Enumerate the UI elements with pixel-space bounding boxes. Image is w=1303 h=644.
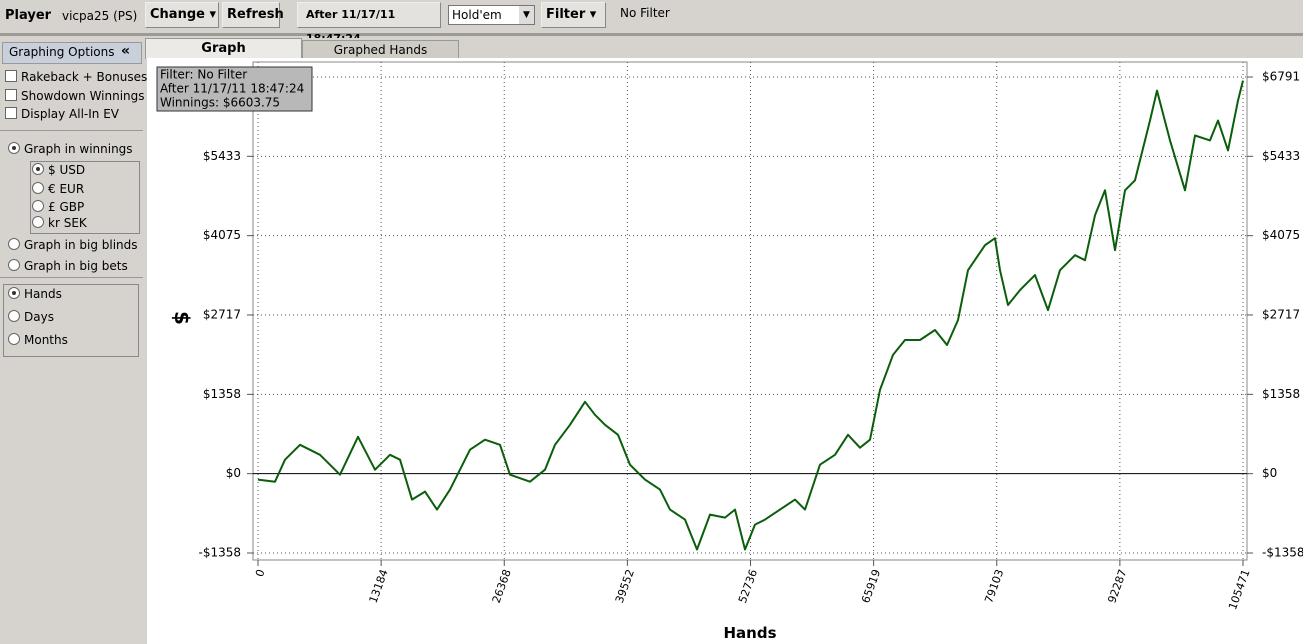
radio[interactable] (32, 200, 44, 212)
option-label: Hands (24, 287, 62, 301)
y-tick-label-right: $5433 (1262, 149, 1300, 163)
tab-graphed-hands[interactable]: Graphed Hands (302, 40, 459, 59)
currency-group (30, 161, 140, 234)
radio[interactable] (8, 142, 20, 154)
y-tick-label-right: $2717 (1262, 307, 1300, 321)
checkbox[interactable] (5, 89, 17, 101)
checkbox[interactable] (5, 107, 17, 119)
change-button[interactable]: Change ▾ (145, 2, 219, 28)
radio[interactable] (8, 238, 20, 250)
x-tick-label: 0 (253, 568, 268, 579)
y-tick-label: $1358 (203, 387, 241, 401)
sidebar-title: Graphing Options (9, 45, 115, 59)
period-radio[interactable]: Months (8, 333, 68, 347)
y-tick-label-right: $0 (1262, 466, 1277, 480)
y-tick-label: -$1358 (198, 546, 241, 560)
option-label: € EUR (48, 182, 85, 196)
y-tick-label: $2717 (203, 307, 241, 321)
period-group (3, 284, 139, 357)
currency-radio[interactable]: € EUR (32, 182, 84, 196)
info-filter: Filter: No Filter (160, 68, 247, 82)
filter-value: No Filter (620, 6, 670, 20)
radio[interactable] (32, 216, 44, 228)
option-label: kr SEK (48, 216, 87, 230)
option-label: Graph in big bets (24, 259, 128, 273)
unit-radio[interactable]: Graph in big bets (8, 259, 128, 273)
option-label: Graph in winnings (24, 142, 133, 156)
refresh-button[interactable]: Refresh (222, 2, 284, 28)
currency-radio[interactable]: kr SEK (32, 216, 87, 230)
separator (0, 130, 143, 131)
x-axis-title: Hands (723, 624, 776, 642)
game-select[interactable]: Hold'em ▼ (448, 5, 535, 25)
currency-radio[interactable]: £ GBP (32, 200, 84, 214)
option-checkbox[interactable]: Rakeback + Bonuses (5, 70, 147, 84)
y-tick-label-right: $1358 (1262, 387, 1300, 401)
option-checkbox[interactable]: Showdown Winnings (5, 89, 145, 103)
player-name: vicpa25 (PS) (62, 9, 138, 23)
player-label: Player (5, 8, 52, 23)
checkbox[interactable] (5, 70, 17, 82)
radio[interactable] (8, 310, 20, 322)
y-tick-label-right: $4075 (1262, 228, 1300, 242)
option-label: Days (24, 310, 54, 324)
winnings-line (257, 80, 1244, 551)
y-tick-label: $0 (226, 466, 241, 480)
y-tick-label-right: $6791 (1262, 70, 1300, 84)
option-label: $ USD (48, 163, 86, 177)
option-label: Graph in big blinds (24, 238, 138, 252)
chart: $ Hands -$1358 -$1358 $0 $0 $1358 $1358 $2717 $… (147, 58, 1303, 644)
period-radio[interactable]: Hands (8, 287, 62, 301)
y-tick-label-right: -$1358 (1262, 546, 1303, 560)
filter-button[interactable]: Filter ▾ (541, 2, 606, 28)
option-label: £ GBP (48, 200, 85, 214)
filter-label: Filter (546, 7, 586, 22)
period-radio[interactable]: Days (8, 310, 54, 324)
option-label: Display All-In EV (21, 107, 120, 121)
collapse-button[interactable]: « (121, 43, 131, 59)
sidebar (0, 40, 143, 644)
y-axis-title: $ (170, 311, 194, 325)
plot-frame (252, 61, 1248, 561)
option-checkbox[interactable]: Display All-In EV (5, 107, 119, 121)
currency-radio[interactable]: $ USD (32, 163, 85, 177)
unit-radio[interactable]: Graph in winnings (8, 142, 133, 156)
info-winnings: Winnings: $6603.75 (160, 96, 280, 110)
option-label: Months (24, 333, 68, 347)
y-tick-label: $5433 (203, 149, 241, 163)
radio[interactable] (32, 163, 44, 175)
option-label: Rakeback + Bonuses (21, 70, 148, 84)
y-tick-label: $4075 (203, 228, 241, 242)
game-value: Hold'em (452, 8, 502, 22)
radio[interactable] (32, 182, 44, 194)
change-label: Change (150, 7, 205, 22)
tab-graph[interactable]: Graph (145, 38, 302, 59)
separator (0, 277, 143, 278)
info-date: After 11/17/11 18:47:24 (160, 82, 304, 96)
sidebar-header (2, 42, 142, 64)
radio[interactable] (8, 333, 20, 345)
radio[interactable] (8, 287, 20, 299)
unit-radio[interactable]: Graph in big blinds (8, 238, 138, 252)
option-label: Showdown Winnings (21, 89, 145, 103)
chart-background (147, 58, 1303, 644)
date-filter-button[interactable]: After 11/17/11 18:47:24 (297, 2, 441, 45)
radio[interactable] (8, 259, 20, 271)
info-box (156, 66, 313, 112)
